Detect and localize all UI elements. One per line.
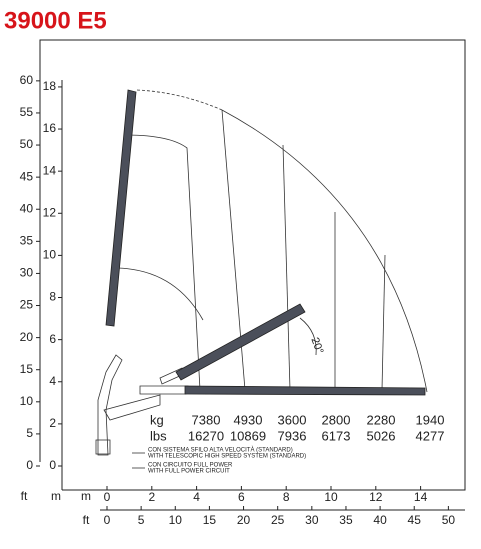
curve xyxy=(124,134,201,391)
tick-label: 8 xyxy=(49,290,56,304)
curve xyxy=(117,267,204,321)
unit-label: m xyxy=(81,489,91,503)
tick-label: 6 xyxy=(49,332,56,346)
load-kg: 4930 xyxy=(234,412,263,427)
tick-label: 14 xyxy=(414,490,428,504)
tick-label: 10 xyxy=(20,394,34,408)
crane-link xyxy=(139,385,189,395)
legend-text: CON SISTEMA SFILO ALTA VELOCITÀ (STANDAR… xyxy=(148,447,293,454)
boom-vertical xyxy=(105,89,137,327)
tick-label: 2 xyxy=(49,416,56,430)
title: 39000 E5 xyxy=(4,7,107,34)
tick-label: 5 xyxy=(26,426,33,440)
load-lbs: 16270 xyxy=(188,428,224,443)
tick-label: 15 xyxy=(20,362,34,376)
load-kg: 3600 xyxy=(278,412,307,427)
tick-label: 40 xyxy=(20,201,34,215)
tick-label: 35 xyxy=(339,513,353,527)
crane-arm xyxy=(103,394,161,421)
tick-label: 45 xyxy=(20,169,34,183)
tick-label: 14 xyxy=(43,163,57,177)
tick-label: 4 xyxy=(193,490,200,504)
legend-text: WITH FULL POWER CIRCUIT xyxy=(148,469,230,475)
tick-label: 50 xyxy=(20,137,34,151)
load-kg: 1940 xyxy=(416,412,445,427)
tick-label: 12 xyxy=(43,205,57,219)
tick-label: 16 xyxy=(43,121,57,135)
tick-label: 55 xyxy=(20,105,34,119)
load-lbs: 10869 xyxy=(230,428,266,443)
tick-label: 45 xyxy=(408,513,422,527)
crane-foot xyxy=(95,439,111,455)
load-kg: 7380 xyxy=(192,412,221,427)
tick-label: 30 xyxy=(20,266,34,280)
load-kg: 2280 xyxy=(367,412,396,427)
tick-label: 50 xyxy=(442,513,456,527)
tick-label: 20 xyxy=(237,513,251,527)
unit-label: ft xyxy=(21,489,28,503)
tick-label: 5 xyxy=(138,513,145,527)
tick-label: 0 xyxy=(26,458,33,472)
boom-horizontal xyxy=(184,385,426,396)
lbs-label: lbs xyxy=(150,428,167,443)
tick-label: 0 xyxy=(104,490,111,504)
load-kg: 2800 xyxy=(322,412,351,427)
kg-label: kg xyxy=(150,412,164,427)
unit-label: ft xyxy=(83,513,90,527)
boom-inclined xyxy=(175,303,306,381)
curve xyxy=(282,144,291,391)
tick-label: 40 xyxy=(373,513,387,527)
tick-label: 0 xyxy=(49,458,56,472)
load-lbs: 7936 xyxy=(278,428,307,443)
tick-label: 60 xyxy=(20,73,34,87)
angle-arc xyxy=(299,317,317,356)
tick-label: 35 xyxy=(20,234,34,248)
tick-label: 8 xyxy=(283,490,290,504)
tick-label: 12 xyxy=(369,490,383,504)
tick-label: 30 xyxy=(305,513,319,527)
tick-label: 2 xyxy=(148,490,155,504)
tick-label: 10 xyxy=(43,248,57,262)
load-lbs: 4277 xyxy=(416,428,445,443)
tick-label: 4 xyxy=(49,374,56,388)
angle-label: 20° xyxy=(308,336,325,356)
legend-text: WITH TELESCOPIC HIGH SPEED SYSTEM (STAND… xyxy=(148,454,306,460)
tick-label: 15 xyxy=(203,513,217,527)
tick-label: 10 xyxy=(169,513,183,527)
tick-label: 0 xyxy=(104,513,111,527)
tick-label: 18 xyxy=(43,79,57,93)
load-lbs: 6173 xyxy=(322,428,351,443)
envelope-dashed xyxy=(136,89,223,111)
curve xyxy=(381,254,386,391)
envelope xyxy=(221,109,428,393)
load-lbs: 5026 xyxy=(367,428,396,443)
tick-label: 10 xyxy=(324,490,338,504)
unit-label: m xyxy=(51,489,61,503)
tick-label: 6 xyxy=(238,490,245,504)
tick-label: 20 xyxy=(20,330,34,344)
legend-text: CON CIRCUITO FULL POWER xyxy=(148,463,233,469)
tick-label: 25 xyxy=(20,298,34,312)
tick-label: 25 xyxy=(271,513,285,527)
